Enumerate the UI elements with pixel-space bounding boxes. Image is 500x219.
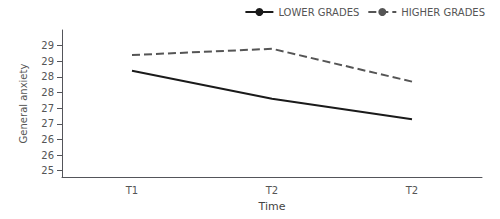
svg-text:27: 27 [41,118,54,129]
svg-text:26: 26 [41,134,54,145]
svg-text:25: 25 [41,165,54,176]
svg-text:27: 27 [41,103,54,114]
svg-text:29: 29 [41,40,54,51]
svg-text:29: 29 [41,56,54,67]
svg-text:General anxiety: General anxiety [18,64,29,144]
svg-text:HIGHER GRADES: HIGHER GRADES [401,7,485,18]
svg-text:28: 28 [41,71,54,82]
svg-text:26: 26 [41,150,54,161]
svg-text:Time: Time [258,200,286,213]
svg-text:T1: T1 [125,185,138,196]
svg-text:LOWER GRADES: LOWER GRADES [278,7,359,18]
svg-text:28: 28 [41,87,54,98]
svg-text:T2: T2 [405,185,418,196]
svg-text:T2: T2 [265,185,278,196]
